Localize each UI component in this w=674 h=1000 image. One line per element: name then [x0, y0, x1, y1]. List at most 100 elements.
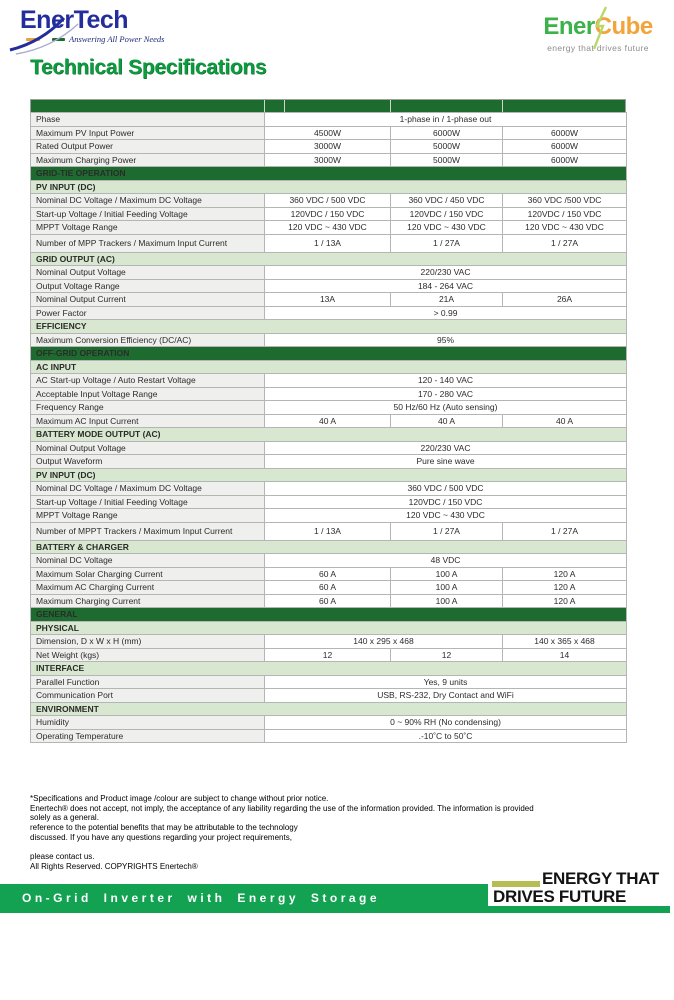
spec-value: 120VDC / 150 VDC: [501, 206, 628, 221]
enertech-logo-text: EnerTech: [20, 6, 129, 34]
spec-value: 120 A: [501, 593, 628, 608]
spec-value: 120 A: [501, 566, 628, 581]
spec-label: Start-up Voltage / Initial Feeding Volta…: [30, 206, 265, 221]
spec-row: Parallel Function Yes, 9 units: [30, 674, 628, 689]
table-header-cell: [264, 100, 284, 112]
spec-value: Pure sine wave: [263, 454, 628, 469]
section-row: OFF-GRID OPERATION: [29, 346, 628, 361]
spec-value: 360 VDC / 500 VDC: [263, 481, 628, 496]
spec-value: 6000W: [501, 139, 628, 154]
spec-value: 140 x 365 x 468: [501, 634, 628, 649]
spec-value: 6000W: [390, 125, 503, 140]
spec-label: Maximum Charging Power: [30, 152, 265, 167]
spec-row: Nominal Output Voltage 220/230 VAC: [30, 440, 628, 455]
table-header-cell: [390, 100, 502, 112]
page-title: Technical Specifications: [30, 56, 267, 79]
spec-value: 60 A: [264, 566, 391, 581]
enertech-swoosh-icon: [9, 16, 79, 55]
spec-value: 14: [501, 647, 628, 662]
spec-label: Number of MPPT Trackers / Maximum Input …: [30, 521, 265, 541]
spec-label: MPPT Voltage Range: [30, 508, 265, 523]
spec-label: AC Start-up Voltage / Auto Restart Volta…: [30, 373, 265, 388]
spec-row: Acceptable Input Voltage Range 170 - 280 …: [30, 386, 628, 401]
table-header-cell: [31, 100, 264, 112]
footnote-line: please contact us.: [30, 852, 95, 862]
spec-value: USB, RS-232, Dry Contact and WiFi: [263, 688, 628, 703]
footnote-line: Enertech® does not accept, not imply, th…: [30, 803, 534, 813]
spec-value: 120 VDC ~ 430 VDC: [501, 220, 628, 235]
spec-row: Output Voltage Range 184 - 264 VAC: [30, 278, 628, 293]
spec-row: Maximum PV Input Power 4500W 6000W 6000W: [30, 125, 628, 140]
spec-row: Output Waveform Pure sine wave: [30, 454, 628, 469]
spec-label: Maximum Conversion Efficiency (DC/AC): [30, 332, 265, 347]
spec-value: 60 A: [264, 580, 391, 595]
subsection-row: BATTERY MODE OUTPUT (AC): [29, 427, 628, 442]
spec-row: Nominal Output Voltage 220/230 VAC: [30, 265, 628, 280]
subsection-row: PHYSICAL: [29, 620, 628, 635]
spec-label: Acceptable Input Voltage Range: [30, 386, 265, 401]
spec-value: 5000W: [390, 139, 503, 154]
spec-label: Parallel Function: [30, 674, 265, 689]
spec-value: 120VDC / 150 VDC: [263, 494, 628, 509]
subsection-title: PV INPUT (DC): [29, 179, 628, 194]
spec-row: Dimension, D x W x H (mm) 140 x 295 x 468…: [30, 634, 628, 649]
spec-label: Nominal DC Voltage / Maximum DC Voltage: [30, 481, 265, 496]
spec-value: 21A: [390, 292, 503, 307]
spec-value: 184 - 264 VAC: [263, 278, 628, 293]
bottom-banner-label: On-Grid Inverter with Energy Storage: [22, 891, 381, 905]
footnote: *Specifications and Product image /colou…: [30, 794, 655, 872]
section-row: GRID-TIE OPERATION: [29, 166, 628, 181]
subsection-title: BATTERY MODE OUTPUT (AC): [29, 427, 628, 442]
spec-value: 12: [264, 647, 391, 662]
spec-row: Start-up Voltage / Initial Feeding Volta…: [30, 494, 628, 509]
spec-label: Operating Temperature: [30, 728, 265, 743]
spec-label: Power Factor: [30, 305, 265, 320]
subsection-row: GRID OUTPUT (AC): [29, 251, 628, 266]
spec-value: 50 Hz/60 Hz (Auto sensing): [263, 400, 628, 415]
orange-dash-icon: [26, 37, 40, 41]
spec-value: 6000W: [501, 152, 628, 167]
subsection-row: EFFICIENCY: [29, 319, 628, 334]
spec-value: 1 / 27A: [390, 521, 503, 541]
spec-row: Operating Temperature .-10˚C to 50˚C: [30, 728, 628, 743]
spec-value: 140 x 295 x 468: [264, 634, 503, 649]
spec-value: 360 VDC /500 VDC: [501, 193, 628, 208]
spec-label: Dimension, D x W x H (mm): [30, 634, 265, 649]
subsection-row: INTERFACE: [29, 661, 628, 676]
subsection-title: EFFICIENCY: [29, 319, 628, 334]
olive-dash-icon: [492, 881, 540, 887]
spec-label: Communication Port: [30, 688, 265, 703]
spec-row: Number of MPP Trackers / Maximum Input C…: [30, 233, 628, 253]
section-title: GENERAL: [29, 607, 628, 622]
spec-label: Maximum Charging Current: [30, 593, 265, 608]
spec-value: Yes, 9 units: [263, 674, 628, 689]
spec-value: 6000W: [501, 125, 628, 140]
subsection-title: BATTERY & CHARGER: [29, 539, 628, 554]
spec-label: Output Waveform: [30, 454, 265, 469]
spec-label: Number of MPP Trackers / Maximum Input C…: [30, 233, 265, 253]
spec-row: MPPT Voltage Range 120 VDC ~ 430 VDC 120 V…: [30, 220, 628, 235]
spec-value: 1 / 27A: [390, 233, 503, 253]
spec-label: Maximum Solar Charging Current: [30, 566, 265, 581]
spec-label: Nominal DC Voltage / Maximum DC Voltage: [30, 193, 265, 208]
spec-label: Nominal Output Current: [30, 292, 265, 307]
subsection-row: ENVIRONMENT: [29, 701, 628, 716]
spec-row: Humidity 0 ~ 90% RH (No condensing): [30, 715, 628, 730]
spec-row: Maximum Charging Current 60 A 100 A 120 A: [30, 593, 628, 608]
spec-row: Communication Port USB, RS-232, Dry Conta…: [30, 688, 628, 703]
spec-value: 360 VDC / 500 VDC: [264, 193, 391, 208]
spec-value: 1-phase in / 1-phase out: [263, 112, 628, 127]
spec-value: 120VDC / 150 VDC: [390, 206, 503, 221]
spec-row: Net Weight (kgs) 12 12 14: [30, 647, 628, 662]
spec-value: 26A: [501, 292, 628, 307]
spec-label: MPPT Voltage Range: [30, 220, 265, 235]
spec-label: Maximum PV Input Power: [30, 125, 265, 140]
spec-value: 40 A: [264, 413, 391, 428]
spec-value: .-10˚C to 50˚C: [263, 728, 628, 743]
section-title: GRID-TIE OPERATION: [29, 166, 628, 181]
spec-row: Nominal Output Current 13A 21A 26A: [30, 292, 628, 307]
enercube-logo-part2: Cube: [594, 13, 654, 40]
spec-value: 120VDC / 150 VDC: [264, 206, 391, 221]
spec-label: Nominal DC Voltage: [30, 553, 265, 568]
